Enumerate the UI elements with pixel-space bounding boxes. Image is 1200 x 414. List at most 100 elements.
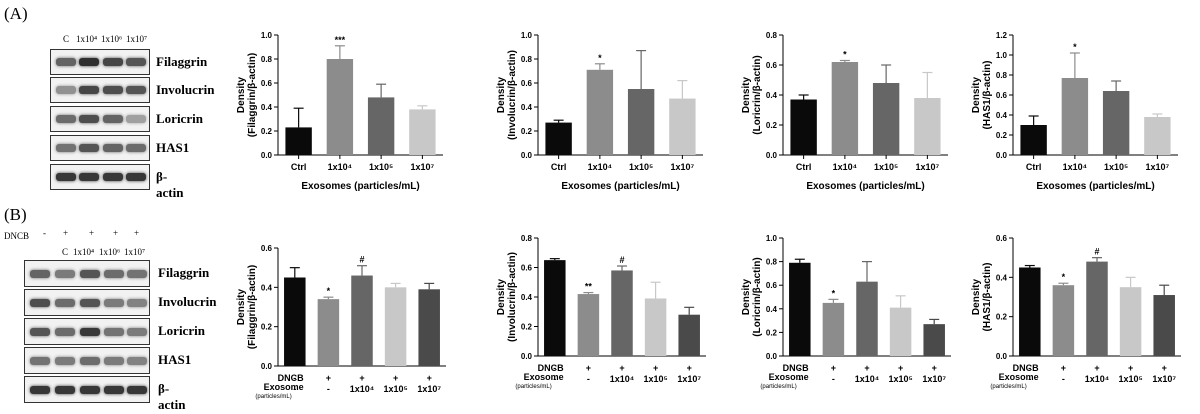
dncb-sign: + [89, 228, 95, 238]
y-tick-label: 1.0 [766, 234, 778, 243]
dncb-sign: + [1094, 363, 1099, 373]
dncb-sign: + [393, 373, 398, 383]
blot-band [80, 269, 100, 278]
y-tick-label: 0.4 [521, 293, 533, 302]
x-tick-label: Ctrl [796, 162, 812, 172]
protein-label: β-actin [156, 169, 184, 200]
dncb-sign: + [113, 228, 119, 238]
y-axis-label: (Involucrin/β-actin) [507, 50, 518, 140]
bar [544, 260, 566, 356]
dncb-row-label: DNCB [783, 363, 809, 373]
dncb-sign: + [898, 363, 903, 373]
dncb-sign: + [831, 363, 836, 373]
x-tick-label: 1x10⁷ [916, 162, 940, 172]
y-tick-label: 0.6 [766, 281, 778, 290]
blot-band [126, 58, 146, 66]
y-axis-label: Density [496, 279, 507, 316]
bar [914, 98, 941, 155]
blot-band [104, 385, 124, 394]
blot-band [104, 356, 124, 365]
exosome-row-label: Exosome [999, 372, 1039, 382]
x-tick-label: 1x10⁵ [629, 162, 653, 172]
exosome-units: (particles/mL) [515, 384, 551, 390]
blot-band [127, 269, 147, 278]
exosome-value: 1x10⁴ [1085, 374, 1109, 384]
protein-label: HAS1 [156, 140, 190, 155]
exosome-row-label: Exosome [769, 372, 809, 382]
y-tick-label: 0.0 [996, 151, 1008, 160]
dncb-sign: + [932, 363, 937, 373]
x-tick-label: 1x10⁷ [671, 162, 695, 172]
protein-label: HAS1 [158, 352, 192, 367]
y-tick-label: 0.2 [261, 323, 273, 332]
y-axis-label: (HAS1/β-actin) [982, 263, 993, 332]
protein-label: Involucrin [158, 294, 217, 309]
dncb-sign: + [134, 228, 140, 238]
bar [644, 298, 667, 356]
y-tick-label: 0.2 [261, 127, 273, 136]
y-tick-label: 0.4 [766, 305, 778, 314]
significance-label: * [598, 53, 602, 63]
bar [409, 109, 436, 155]
y-tick-label: 0.4 [521, 103, 533, 112]
blot-band [80, 356, 100, 365]
blot-band [104, 327, 124, 336]
y-tick-label: 1.0 [521, 31, 533, 40]
bar [790, 99, 817, 155]
bar [384, 287, 407, 366]
y-axis-label: Density [741, 279, 752, 316]
blot-band [30, 385, 50, 394]
y-tick-label: 1.0 [996, 51, 1008, 60]
y-tick-label: 0.0 [261, 151, 273, 160]
y-tick-label: 0.8 [261, 55, 273, 64]
blot-band [104, 269, 124, 278]
y-tick-label: 0.0 [521, 352, 533, 361]
y-tick-label: 0.0 [996, 352, 1008, 361]
y-tick-label: 0.4 [996, 273, 1008, 282]
bar [1144, 117, 1171, 155]
bar [678, 314, 700, 356]
bar [1119, 287, 1142, 356]
exosome-value: 1x10⁴ [855, 374, 879, 384]
exosome-value: - [832, 374, 835, 384]
exosome-value: 1x10⁷ [417, 384, 441, 394]
blot-band [126, 115, 146, 123]
exosome-value: - [587, 374, 590, 384]
blot-band [80, 298, 100, 307]
bar [586, 69, 614, 155]
y-tick-label: 0.0 [261, 362, 273, 371]
x-tick-label: 1x10⁴ [833, 162, 857, 172]
y-tick-label: 0.8 [521, 234, 533, 243]
dncb-row-label: DNCB [538, 363, 564, 373]
exosome-value: - [1028, 374, 1031, 384]
y-tick-label: 0.4 [996, 111, 1008, 120]
blot-band [126, 144, 146, 152]
lane-label: 1x10⁴ [76, 34, 98, 44]
exosome-units: (particles/mL) [990, 384, 1026, 390]
y-axis-label: (Loricrin/β-actin) [752, 257, 763, 336]
y-tick-label: 0.6 [521, 264, 533, 273]
bar [285, 127, 312, 155]
dncb-label: DNCB [4, 231, 30, 241]
blot-band [55, 385, 75, 394]
blot-band [103, 144, 123, 152]
dncb-sign: + [687, 363, 692, 373]
bar [1102, 91, 1130, 155]
significance-label: * [832, 288, 836, 298]
blot-band [103, 173, 123, 181]
blot-band [80, 385, 100, 394]
lane-label: C [62, 247, 69, 257]
bar [627, 89, 655, 155]
significance-label: ** [585, 282, 593, 292]
significance-label: * [1062, 272, 1066, 282]
x-tick-label: Ctrl [291, 162, 307, 172]
blot-band [126, 86, 146, 94]
protein-label: Filaggrin [156, 54, 208, 69]
dncb-sign: + [1061, 363, 1066, 373]
blot-band [79, 58, 99, 66]
y-tick-label: 0.4 [261, 103, 273, 112]
blot-band [55, 327, 75, 336]
significance-label: # [1094, 247, 1099, 257]
dncb-sign: - [43, 228, 46, 238]
x-axis-label: Exosomes (particles/mL) [1036, 181, 1154, 192]
